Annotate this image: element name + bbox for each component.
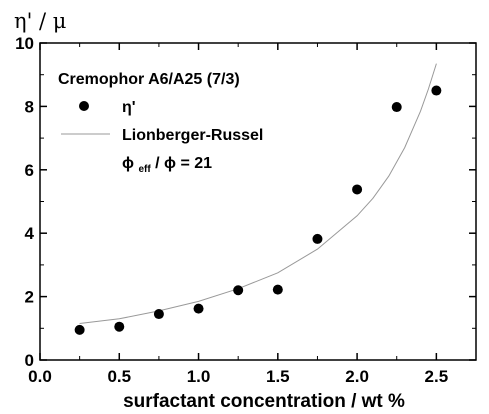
data-point-eta (273, 285, 283, 295)
phi-symbol: ϕ (122, 155, 134, 172)
data-point-eta (352, 184, 362, 194)
y-tick-label: 0 (25, 351, 34, 370)
x-tick-label: 2.0 (345, 367, 369, 386)
legend-title: Cremophor A6/A25 (7/3) (58, 71, 240, 88)
y-tick-label: 8 (25, 97, 34, 116)
data-point-eta (431, 86, 441, 96)
y-tick-label: 6 (25, 161, 34, 180)
y-tick-label: 4 (25, 224, 35, 243)
legend: Cremophor A6/A25 (7/3) η' Lionberger-Rus… (58, 71, 263, 176)
data-point-eta (114, 322, 124, 332)
data-point-eta (392, 102, 402, 112)
y-tick-label: 10 (15, 34, 34, 53)
plot-frame (40, 43, 476, 360)
x-tick-label: 0.5 (107, 367, 131, 386)
data-point-eta (154, 309, 164, 319)
y-axis-label: η' / μ (14, 9, 66, 33)
x-tick-label: 1.0 (187, 367, 211, 386)
phi-annotation: ϕ eff / ϕ = 21 (122, 155, 212, 176)
x-tick-label: 1.5 (266, 367, 290, 386)
legend-label-lionberger: Lionberger-Russel (122, 127, 263, 144)
x-tick-label: 2.5 (425, 367, 449, 386)
phi-subscript: eff (138, 164, 151, 175)
legend-label-eta: η' (122, 99, 136, 116)
data-point-eta (75, 325, 85, 335)
data-point-eta (312, 234, 322, 244)
phi-ratio: / ϕ = 21 (155, 155, 212, 172)
legend-marker-eta (79, 101, 89, 111)
data-point-eta (194, 304, 204, 314)
data-point-eta (233, 285, 243, 295)
y-tick-label: 2 (25, 288, 34, 307)
x-axis-label: surfactant concentration / wt % (123, 391, 405, 412)
